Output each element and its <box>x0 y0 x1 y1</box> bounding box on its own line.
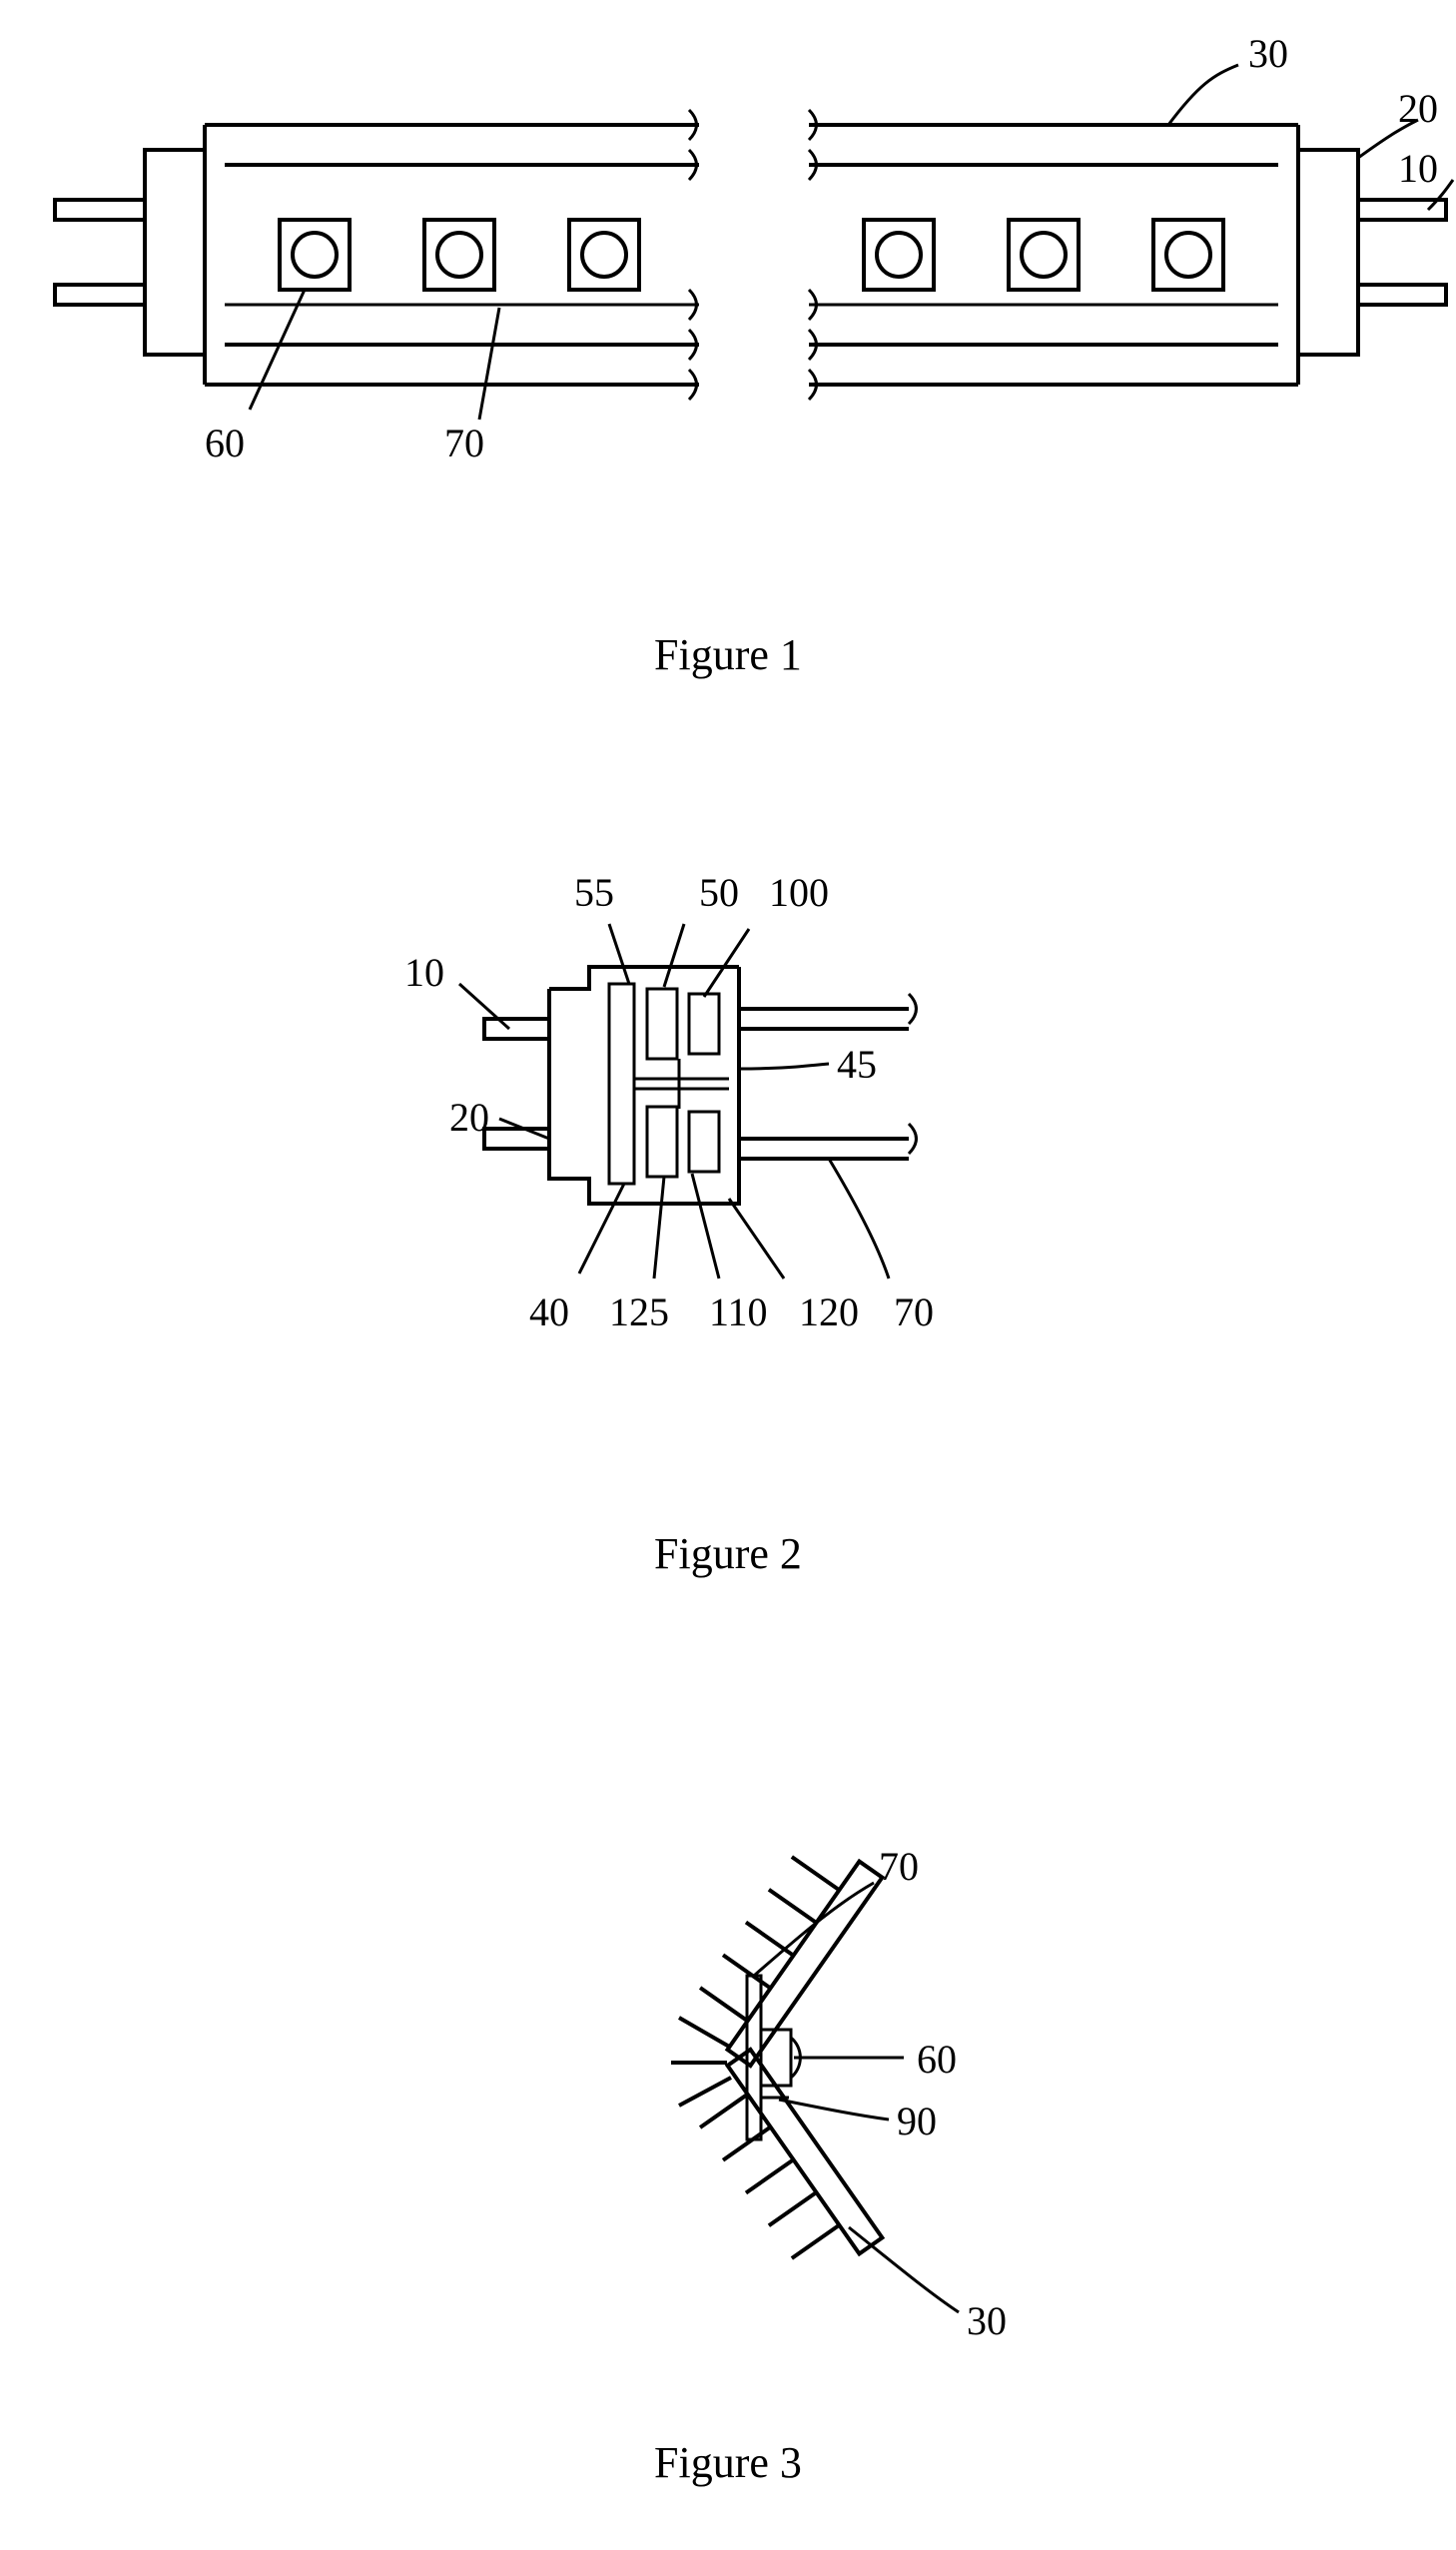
fig2-label-40: 40 <box>529 1288 569 1335</box>
fig1-label-30: 30 <box>1248 30 1288 77</box>
fig3-label-60: 60 <box>917 2036 957 2083</box>
figure-2-caption: Figure 2 <box>578 1528 878 1579</box>
fig2-label-55: 55 <box>574 869 614 916</box>
fig3-label-90: 90 <box>897 2098 937 2144</box>
fig2-label-70: 70 <box>894 1288 934 1335</box>
fig1-label-70: 70 <box>444 420 484 466</box>
fig2-label-100: 100 <box>769 869 829 916</box>
figure-3-leaders <box>479 1798 1128 2397</box>
fig2-label-10: 10 <box>404 949 444 996</box>
fig2-label-110: 110 <box>709 1288 768 1335</box>
fig1-label-20: 20 <box>1398 85 1438 132</box>
fig2-label-50: 50 <box>699 869 739 916</box>
figure-3-caption: Figure 3 <box>578 2437 878 2488</box>
fig2-label-120: 120 <box>799 1288 859 1335</box>
fig3-label-30: 30 <box>967 2297 1007 2344</box>
fig3-label-70: 70 <box>879 1843 919 1890</box>
page: 30 20 10 60 70 Figure 1 <box>0 0 1456 2550</box>
fig2-label-45: 45 <box>837 1041 877 1088</box>
figure-1-caption: Figure 1 <box>578 629 878 680</box>
fig2-label-125: 125 <box>609 1288 669 1335</box>
fig1-label-60: 60 <box>205 420 245 466</box>
fig2-label-20: 20 <box>449 1094 489 1141</box>
fig1-label-10: 10 <box>1398 145 1438 192</box>
